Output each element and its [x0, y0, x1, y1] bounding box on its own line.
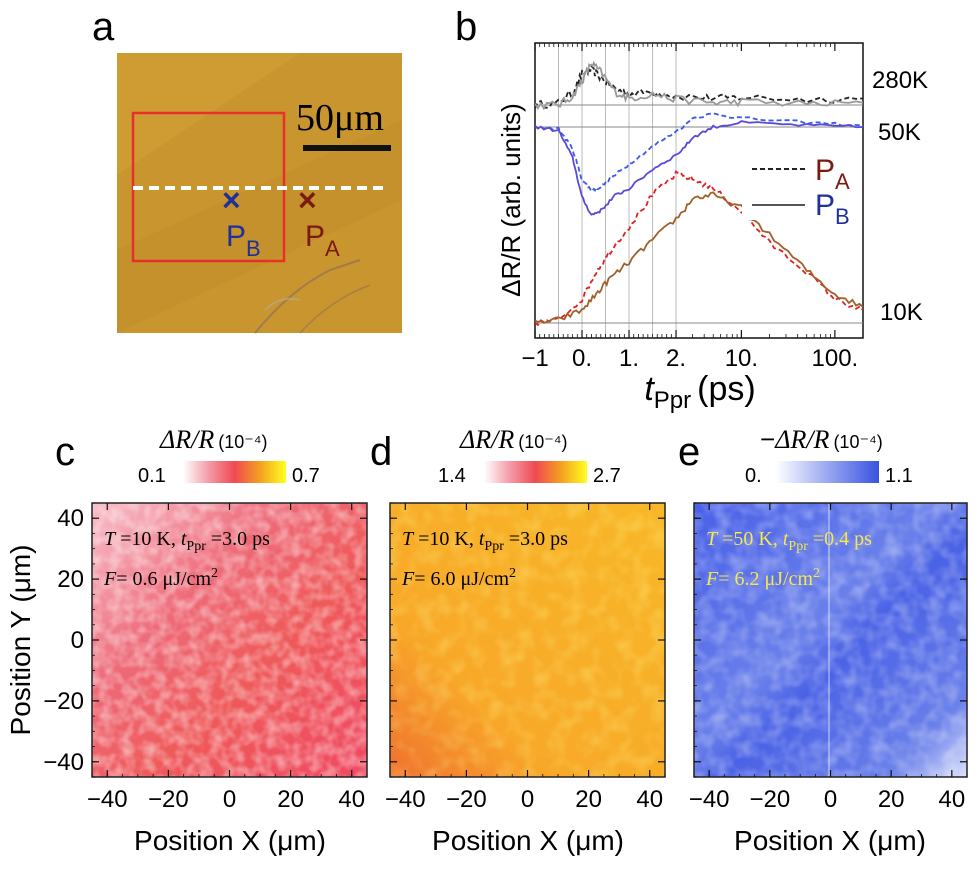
colorbar-d-max: 2.7	[593, 465, 621, 487]
x-tick-label: 10.	[725, 345, 758, 372]
chart-b-frame	[534, 42, 864, 339]
marker-pa-cross: ×	[298, 182, 317, 218]
colorbar-c	[183, 461, 286, 483]
x-tick-label: −40	[87, 786, 128, 813]
map-c: ΔR/R (10⁻⁴) 0.1 0.7 T =10 K, tPpr =3.0 ps…	[5, 425, 368, 856]
y-tick-label: −20	[43, 688, 84, 715]
panel-label-c: c	[55, 430, 75, 474]
colorbar-e	[776, 461, 879, 483]
annot-e-line1: T =50 K, tPpr =0.4 ps	[706, 528, 872, 554]
y-tick-label: 40	[57, 505, 84, 532]
heatmap-c-xlabel: Position X (μm)	[134, 825, 326, 856]
chart-b-ylabel: ΔR/R (arb. units)	[496, 103, 526, 297]
x-tick-label: 1.	[619, 345, 639, 372]
chart-b-baselines	[535, 104, 863, 324]
annot-e-line2: F= 6.2 μJ/cm2	[705, 566, 820, 590]
panel-label-d: d	[370, 430, 392, 474]
map-d: ΔR/R (10⁻⁴) 1.4 2.7 T =10 K, tPpr =3.0 ps…	[385, 425, 666, 856]
x-tick-label: −40	[385, 786, 426, 813]
chart-b-ticks: −1 0. 1. 2. 10. 100.	[521, 43, 864, 372]
series-10k-p-b	[535, 191, 863, 324]
x-tick-label: 2.	[666, 345, 686, 372]
chart-b-xlabel: tPpr (ps)	[644, 370, 755, 414]
curve-label-280k: 280K	[872, 67, 928, 94]
colorbar-e-min: 0.	[745, 465, 762, 487]
panel-label-a: a	[92, 5, 115, 49]
series-50k-p-a	[535, 112, 863, 193]
x-tick-label: 40	[938, 786, 965, 813]
x-tick-label: −20	[446, 786, 487, 813]
series-50k-p-b	[535, 120, 863, 216]
scale-bar-label: 50μm	[296, 97, 384, 139]
scale-bar	[303, 145, 391, 151]
colorbar-e-max: 1.1	[885, 465, 913, 487]
marker-pb-label: PB	[226, 220, 261, 261]
x-tick-label: 20	[575, 786, 602, 813]
colorbar-c-label: ΔR/R (10⁻⁴)	[159, 425, 268, 454]
heatmap-d-texture	[390, 503, 665, 777]
legend-b-pa: PA	[815, 154, 850, 194]
chart-b-gridlines	[558, 43, 677, 338]
microscope-image	[117, 53, 402, 334]
x-tick-label: 0	[223, 786, 236, 813]
map-e: −ΔR/R (10⁻⁴) 0. 1.1 T =50 K, tPpr =0.4 ps…	[689, 424, 968, 856]
marker-pa-label: PA	[305, 220, 340, 261]
x-tick-label: −20	[148, 786, 189, 813]
colorbar-d-min: 1.4	[438, 465, 466, 487]
heatmap-c-speckle	[92, 503, 367, 777]
legend-b-bg	[742, 140, 860, 220]
series-280k-p-b	[535, 60, 863, 111]
x-tick-label: 40	[338, 786, 365, 813]
annot-c-line2: F= 0.6 μJ/cm2	[103, 566, 218, 590]
heatmap-e-xlabel: Position X (μm)	[734, 825, 926, 856]
heatmap-d-xlabel: Position X (μm)	[432, 825, 624, 856]
x-tick-label: 0	[521, 786, 534, 813]
x-tick-label: 40	[636, 786, 663, 813]
chart-b-series	[535, 60, 863, 327]
colorbar-e-label: −ΔR/R (10⁻⁴)	[760, 424, 883, 454]
heatmap-c-ticks: −40 −20 0 20 40 40 20 0 −20 −40	[43, 502, 368, 813]
annot-d-line2: F= 6.0 μJ/cm2	[401, 566, 516, 590]
x-tick-label: −1	[521, 345, 548, 372]
marker-pb-cross: ×	[222, 182, 241, 218]
y-tick-label: −40	[43, 749, 84, 776]
chart-b: −1 0. 1. 2. 10. 100. ΔR/R (arb. units) tPpr (p…	[496, 42, 928, 414]
colorbar-c-max: 0.7	[292, 465, 320, 487]
colorbar-d	[484, 461, 587, 483]
colorbar-d-label: ΔR/R (10⁻⁴)	[459, 425, 568, 454]
x-tick-label: 20	[277, 786, 304, 813]
panel-label-e: e	[678, 430, 700, 474]
legend-b-pb: PB	[815, 189, 850, 229]
x-tick-label: −20	[749, 786, 790, 813]
x-tick-label: 20	[878, 786, 905, 813]
x-tick-label: −40	[689, 786, 730, 813]
heatmap-d-ticks: −40 −20 0 20 40	[385, 502, 666, 813]
heatmap-e-texture	[694, 503, 967, 777]
annot-d-line1: T =10 K, tPpr =3.0 ps	[402, 528, 568, 554]
heatmap-c-ylabel: Position Y (μm)	[5, 545, 36, 736]
panel-label-b: b	[455, 5, 477, 49]
colorbar-c-min: 0.1	[138, 465, 166, 487]
series-10k-p-a	[535, 170, 863, 327]
x-tick-label: 100.	[812, 345, 859, 372]
heatmap-e-ticks: −40 −20 0 20 40	[689, 502, 968, 813]
curve-label-50k: 50K	[878, 119, 921, 146]
curve-label-10k: 10K	[880, 299, 923, 326]
y-tick-label: 20	[57, 566, 84, 593]
x-tick-label: 0	[824, 786, 837, 813]
y-tick-label: 0	[71, 627, 84, 654]
x-tick-label: 0.	[572, 345, 592, 372]
annot-c-line1: T =10 K, tPpr =3.0 ps	[104, 528, 270, 554]
